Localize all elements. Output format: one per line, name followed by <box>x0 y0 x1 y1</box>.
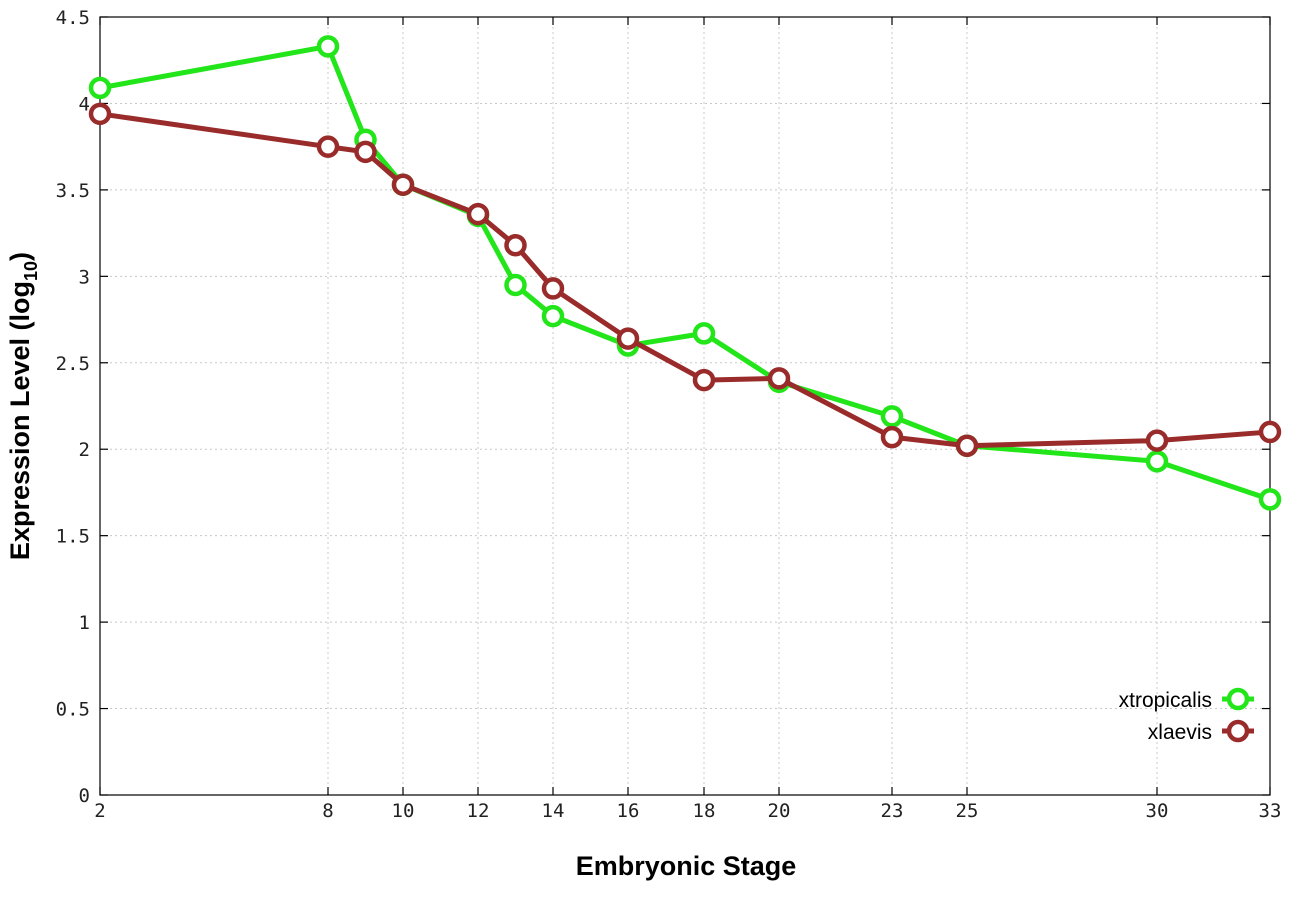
data-point-xlaevis <box>466 202 490 226</box>
x-tick-label: 10 <box>392 800 415 822</box>
legend-item-xtropicalis: xtropicalis <box>1119 687 1254 712</box>
x-tick-label: 25 <box>956 800 979 822</box>
data-point-xtropicalis <box>88 76 112 100</box>
legend-marker <box>1226 719 1250 743</box>
y-tick-label: 1.5 <box>56 526 90 548</box>
x-tick-label: 23 <box>881 800 904 822</box>
data-point-xtropicalis <box>504 273 527 297</box>
data-point-xlaevis <box>692 368 716 392</box>
x-tick-label: 2 <box>94 800 105 822</box>
x-tick-label: 14 <box>542 800 565 822</box>
data-point-xtropicalis <box>1145 450 1169 473</box>
y-tick-label: 1 <box>79 612 90 634</box>
data-point-xtropicalis <box>1258 488 1282 511</box>
series-layer <box>88 35 1282 511</box>
y-tick-label: 4 <box>79 93 90 115</box>
x-tick-label: 18 <box>693 800 716 822</box>
y-axis-title: Expression Level (log10) <box>5 252 41 560</box>
data-point-xlaevis <box>616 327 640 350</box>
data-point-xtropicalis <box>880 405 904 428</box>
legend-label: xlaevis <box>1148 721 1212 744</box>
x-tick-label: 33 <box>1259 800 1282 822</box>
legend: xtropicalis xlaevis <box>1119 687 1254 744</box>
series-xlaevis <box>88 102 1282 458</box>
data-point-xlaevis <box>316 135 340 158</box>
data-point-xlaevis <box>541 277 565 300</box>
y-tick-label: 0 <box>79 785 90 807</box>
data-point-xtropicalis <box>692 322 716 345</box>
data-point-xlaevis <box>354 140 377 164</box>
y-axis-title-close: ) <box>5 252 35 261</box>
data-point-xtropicalis <box>316 35 340 58</box>
data-point-xlaevis <box>88 102 112 126</box>
legend-marker <box>1226 687 1250 711</box>
x-tick-label: 12 <box>467 800 490 822</box>
series-line-xtropicalis <box>99 43 1271 502</box>
y-tick-label: 4.5 <box>56 7 90 29</box>
x-tick-label: 20 <box>768 800 791 822</box>
data-point-xlaevis <box>391 173 415 196</box>
data-point-xlaevis <box>767 367 791 390</box>
data-point-xtropicalis <box>541 304 565 328</box>
data-point-xlaevis <box>1145 429 1169 452</box>
y-tick-label: 2 <box>79 439 90 461</box>
series-xtropicalis <box>88 35 1282 511</box>
grid-lines <box>100 17 1270 795</box>
y-axis-title-main: Expression Level (log <box>5 281 35 560</box>
x-tick-label: 30 <box>1146 800 1169 822</box>
data-point-xlaevis <box>880 425 904 449</box>
x-axis-title: Embryonic Stage <box>576 851 797 881</box>
y-axis-title-subscript: 10 <box>21 261 41 281</box>
x-tick-label: 16 <box>617 800 640 822</box>
data-point-xlaevis <box>504 233 527 257</box>
axis-ticks: 2 8 10 12 14 16 18 20 23 25 30 33 0 0.5 1 1.5 2 2.5 3 3.5 4 4… <box>56 7 1282 822</box>
series-line-xlaevis <box>99 111 1271 449</box>
data-point-xlaevis <box>1258 420 1282 444</box>
x-tick-label: 8 <box>322 800 333 822</box>
y-tick-label: 0.5 <box>56 699 90 721</box>
y-tick-label: 2.5 <box>56 353 90 375</box>
plot-frame <box>99 16 1271 796</box>
legend-item-xlaevis: xlaevis <box>1148 719 1254 744</box>
legend-label: xtropicalis <box>1119 689 1212 712</box>
data-point-xlaevis <box>955 434 979 458</box>
y-tick-label: 3 <box>79 266 90 288</box>
y-tick-label: 3.5 <box>56 180 90 202</box>
